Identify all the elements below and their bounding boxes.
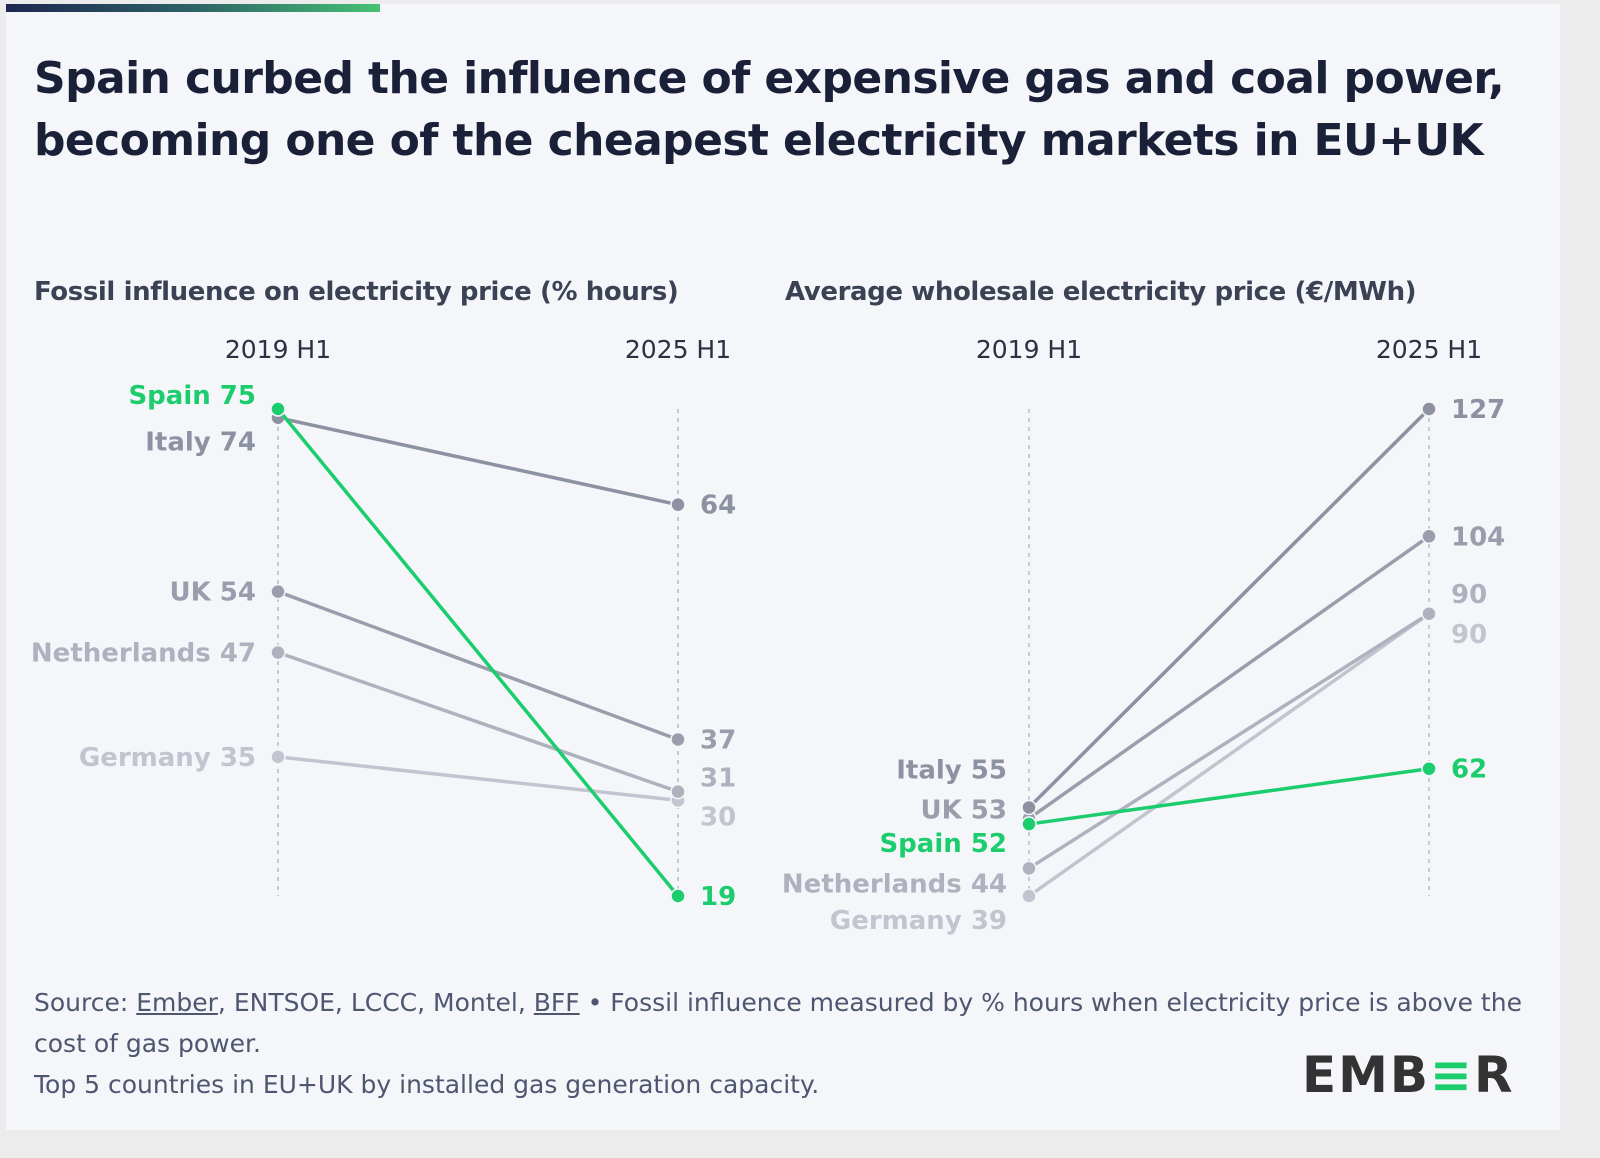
series-line-spain [1028,766,1430,826]
label-2019-spain: Spain 52 [879,829,1007,859]
point-2019-uk [270,583,286,600]
label-2025-spain: 19 [700,882,736,912]
series-line-germany [277,755,679,803]
series-line-uk [1027,534,1431,820]
x-label-2019-h1: 2019 H1 [225,335,331,364]
label-2019-uk: UK 54 [170,578,257,608]
brand-gradient-bar [6,4,380,12]
slope-charts: 2019 H1 2025 H1 Spain 75 19 Italy 74 64 UK 54 3… [31,335,1505,936]
chart-title: Spain curbed the influence of expensive … [34,53,1505,166]
label-2025-italy: 127 [1451,395,1505,425]
label-2019-italy: Italy 74 [145,428,256,458]
point-2025-uk [1421,528,1437,545]
source-link-bff[interactable]: BFF [533,988,580,1017]
point-2019-spain [270,401,286,417]
series-line-uk [277,589,679,742]
point-2019-spain [1021,816,1037,832]
source-middle: , ENTSOE, LCCC, Montel, [217,988,534,1017]
label-2025-netherlands: 90 [1451,580,1487,610]
point-2019-netherlands [1021,860,1037,877]
point-2025-spain [1421,760,1437,777]
label-2025-italy: 64 [700,491,736,521]
label-2019-spain: Spain 75 [128,381,256,411]
label-2019-netherlands: Netherlands 44 [782,869,1007,899]
point-2025-spain [670,888,686,904]
point-2025-netherlands [1421,606,1437,622]
label-2019-uk: UK 53 [921,796,1008,826]
ember-logo: EMB≡R [1302,1046,1514,1104]
label-2019-germany: Germany 35 [79,743,256,773]
footer-note: Top 5 countries in EU+UK by installed ga… [34,1070,820,1099]
label-2019-germany: Germany 39 [830,906,1007,936]
right-panel-title: Average wholesale electricity price (€/M… [785,277,1417,307]
left-panel-title: Fossil influence on electricity price (%… [34,277,679,307]
source-prefix: Source: [34,988,137,1017]
x-label-2025-h1: 2025 H1 [625,335,731,364]
label-2025-germany: 90 [1451,620,1487,650]
point-2019-germany [1021,888,1037,904]
series-line-italy [277,415,679,507]
logo-part1: EMB [1302,1046,1431,1104]
label-2025-uk: 37 [700,725,736,755]
point-2025-netherlands [670,783,686,800]
point-2025-uk [670,731,686,748]
label-2019-netherlands: Netherlands 47 [31,639,256,669]
series-line-netherlands [277,650,679,794]
source-suffix: • Fossil influence measured by % hours w… [34,988,1522,1058]
label-2025-germany: 30 [700,802,736,832]
label-2025-netherlands: 31 [700,764,736,794]
point-2019-netherlands [270,644,286,661]
point-2025-italy [1421,401,1437,417]
x-label-2025-h1: 2025 H1 [1376,335,1482,364]
series-line-netherlands [1028,612,1430,870]
label-2025-uk: 104 [1451,522,1505,552]
logo-e-mark: ≡ [1430,1046,1474,1104]
series-line-germany [1027,612,1431,898]
source-line: Source: Ember, ENTSOE, LCCC, Montel, BFF… [34,982,1560,1064]
x-label-2019-h1: 2019 H1 [976,335,1082,364]
series-line-spain [276,407,680,898]
series-line-italy [1027,407,1431,809]
label-2025-spain: 62 [1451,755,1487,785]
footer-notes: Source: Ember, ENTSOE, LCCC, Montel, BFF… [34,982,1560,1105]
point-2019-germany [270,749,286,765]
logo-part3: R [1473,1046,1515,1104]
point-2019-italy [1021,799,1037,816]
label-2019-italy: Italy 55 [896,755,1007,785]
source-link-ember[interactable]: Ember [136,988,218,1017]
point-2025-italy [670,496,686,513]
chart-card: Spain curbed the influence of expensive … [6,4,1560,1130]
